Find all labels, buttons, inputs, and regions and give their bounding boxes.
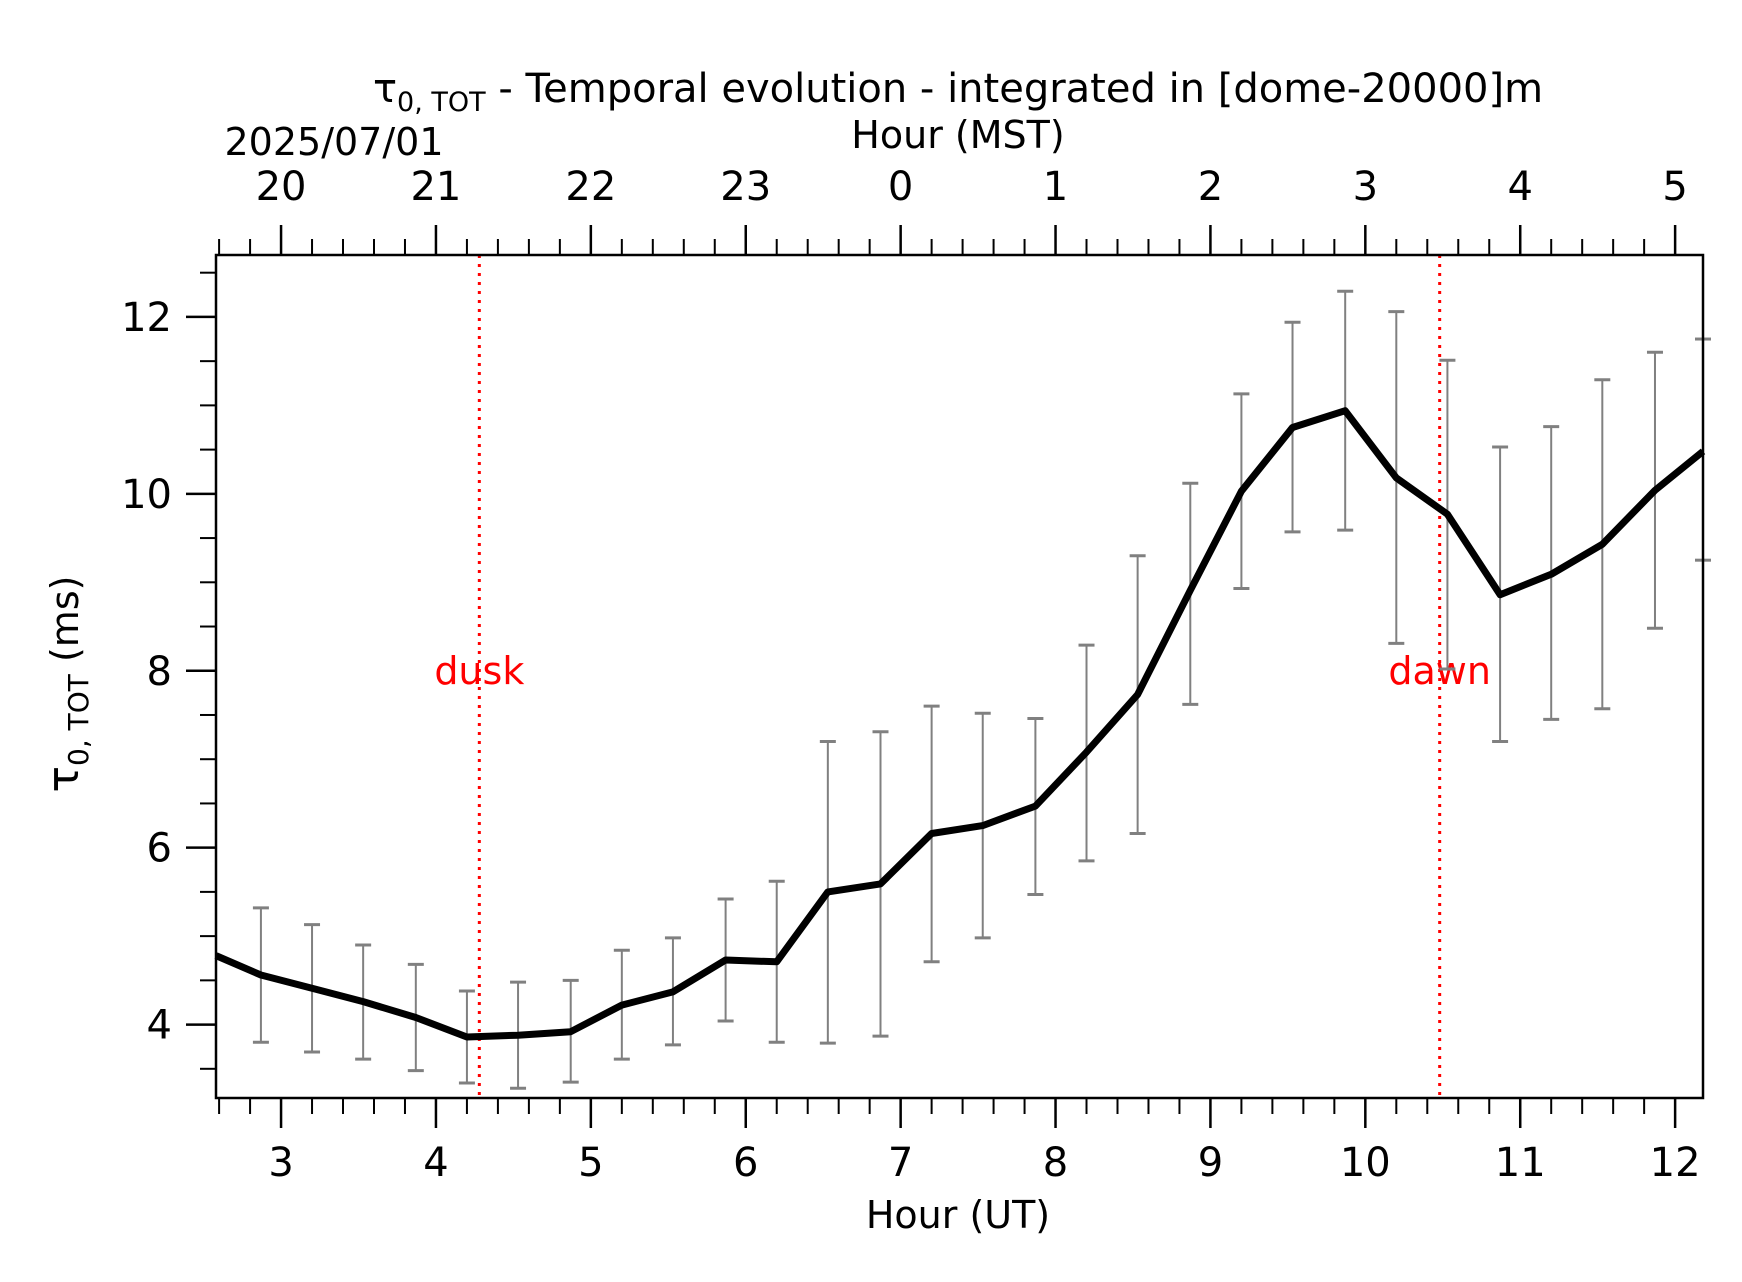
x-tick-label-bottom: 8 <box>1043 1140 1068 1186</box>
x-tick-label-bottom: 4 <box>423 1140 448 1186</box>
y-axis-title: τ0, TOT (ms) <box>38 576 95 793</box>
x-tick-label-bottom: 12 <box>1650 1140 1701 1186</box>
series-line <box>214 407 1706 1041</box>
x-tick-label-bottom: 3 <box>268 1140 293 1186</box>
y-tick-label: 12 <box>121 295 172 341</box>
x-tick-label-top: 3 <box>1353 164 1378 210</box>
date-label: 2025/07/01 <box>224 120 443 164</box>
ylabel-symbol: τ <box>38 766 89 793</box>
title-rest: - Temporal evolution - integrated in [do… <box>486 66 1543 112</box>
x-tick-label-top: 22 <box>565 164 616 210</box>
x-tick-label-top: 21 <box>410 164 461 210</box>
annotations-layer: dusk dawn <box>434 255 1491 1098</box>
y-tick-label: 8 <box>147 649 172 695</box>
title-symbol: τ <box>373 66 397 112</box>
dusk-label: dusk <box>434 649 524 693</box>
x-tick-label-bottom: 9 <box>1198 1140 1223 1186</box>
y-tick-label: 6 <box>147 826 172 872</box>
x-tick-label-top: 20 <box>256 164 307 210</box>
x-tick-label-top: 5 <box>1662 164 1687 210</box>
x-tick-label-bottom: 5 <box>578 1140 603 1186</box>
x-tick-label-bottom: 11 <box>1495 1140 1546 1186</box>
y-tick-label: 10 <box>121 472 172 518</box>
chart-title: τ0, TOT - Temporal evolution - integrate… <box>373 66 1543 118</box>
x-tick-label-top: 23 <box>720 164 771 210</box>
y-tick-label: 4 <box>147 1003 172 1049</box>
top-axis-title: Hour (MST) <box>851 113 1064 157</box>
x-tick-label-top: 1 <box>1043 164 1068 210</box>
dawn-label: dawn <box>1388 649 1491 693</box>
x-tick-label-top: 0 <box>888 164 913 210</box>
ylabel-subscript: 0, TOT <box>62 673 95 766</box>
x-tick-label-bottom: 10 <box>1340 1140 1391 1186</box>
bottom-axis-title: Hour (UT) <box>866 1193 1050 1237</box>
ylabel-unit: (ms) <box>43 576 87 675</box>
x-tick-label-bottom: 6 <box>733 1140 758 1186</box>
title-subscript: 0, TOT <box>397 87 486 118</box>
x-tick-label-bottom: 7 <box>888 1140 913 1186</box>
x-tick-label-top: 2 <box>1198 164 1223 210</box>
plot-frame <box>214 253 1705 1100</box>
x-tick-label-top: 4 <box>1507 164 1532 210</box>
